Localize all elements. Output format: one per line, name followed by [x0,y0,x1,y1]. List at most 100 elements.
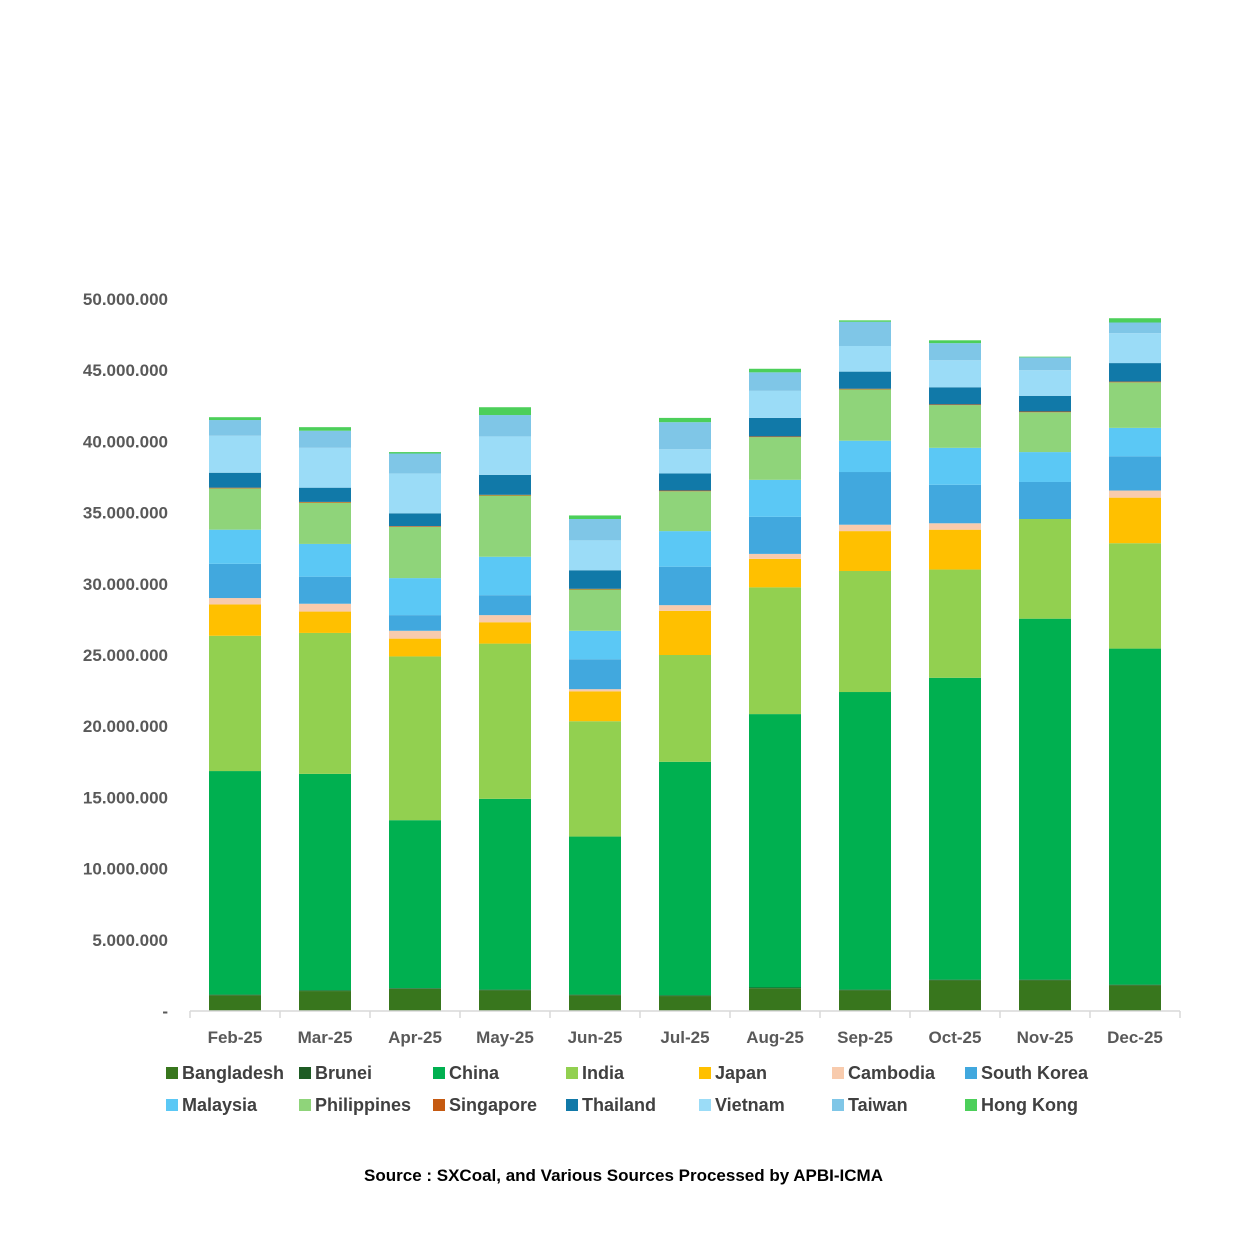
bar-segment-brunei [389,988,441,989]
x-tick-label: Apr-25 [388,1028,442,1047]
bar-segment-china [1019,618,1071,980]
bar-segment-japan [749,558,801,588]
bar-segment-japan [569,691,621,722]
bar-segment-hong-kong [569,515,621,520]
bar-segment-south-korea [1109,456,1161,491]
bar-segment-thailand [929,387,981,405]
bar-segment-india [389,656,441,821]
y-tick-label: 40.000.000 [83,432,168,451]
bar-segment-hong-kong [1019,356,1071,358]
legend-label: Singapore [449,1095,537,1115]
legend-swatch [299,1099,311,1111]
bar-segment-china [839,692,891,990]
bar-segment-vietnam [839,345,891,372]
y-tick-label: 50.000.000 [83,290,168,309]
legend-item: China [433,1063,500,1083]
bar-segment-brunei [1109,984,1161,986]
x-tick-label: Oct-25 [929,1028,982,1047]
bar-segment-cambodia [569,689,621,692]
bar-segment-bangladesh [569,995,621,1011]
legend-swatch [433,1099,445,1111]
bar-segment-china [659,761,711,996]
bar-segment-philippines [209,488,261,530]
legend-item: Cambodia [832,1063,936,1083]
bar-segment-vietnam [1019,370,1071,396]
bar-segment-singapore [479,494,531,496]
bar-segment-china [209,771,261,995]
x-tick-label: Aug-25 [746,1028,804,1047]
bar-segment-malaysia [749,479,801,517]
bar-segment-philippines [749,437,801,480]
legend-item: India [566,1063,625,1083]
bar-segment-singapore [929,404,981,406]
bar-segment-taiwan [659,422,711,450]
bar-segment-brunei [569,994,621,996]
y-tick-label: 35.000.000 [83,504,168,523]
legend-label: India [582,1063,625,1083]
bar-segment-hong-kong [209,417,261,421]
legend-swatch [699,1099,711,1111]
bar-segment-taiwan [209,420,261,436]
bar-segment-singapore [749,436,801,438]
x-tick-label: May-25 [476,1028,534,1047]
bar-segment-bangladesh [659,996,711,1011]
bar-segment-philippines [929,405,981,448]
bar-segment-hong-kong [1109,318,1161,323]
legend-label: Bangladesh [182,1063,284,1083]
y-axis-tick-labels: - 5.000.000 10.000.000 15.000.000 20.000.000… [83,290,168,1021]
legend-swatch [433,1067,445,1079]
bar-segment-cambodia [479,615,531,623]
bar-segment-singapore [1109,381,1161,383]
bar-segment-philippines [569,589,621,631]
x-tick-label: Nov-25 [1017,1028,1074,1047]
bar-segment-hong-kong [659,417,711,423]
y-tick-label: 10.000.000 [83,860,168,879]
bar-segment-vietnam [299,447,351,488]
bar-segment-china [479,798,531,990]
legend-swatch [566,1067,578,1079]
bar-segment-cambodia [299,603,351,612]
bar-segment-bangladesh [1019,980,1071,1011]
bar-segment-taiwan [929,343,981,361]
bar-segment-philippines [839,389,891,441]
bar-segment-brunei [479,989,531,991]
bar-segment-brunei [929,979,981,981]
bar-segment-south-korea [299,576,351,604]
bar-segment-philippines [479,495,531,557]
bar-segment-hong-kong [929,340,981,344]
legend-item: Philippines [299,1095,411,1115]
bar-segment-hong-kong [749,368,801,373]
legend-item: Vietnam [699,1095,785,1115]
legend-item: Malaysia [166,1095,258,1115]
bar-segment-india [209,635,261,772]
bar-segment-japan [659,610,711,655]
bar-segment-bangladesh [209,995,261,1011]
legend-label: Hong Kong [981,1095,1078,1115]
bar-segment-thailand [659,473,711,491]
bar-segment-brunei [299,990,351,992]
legend-item: South Korea [965,1063,1089,1083]
bar-segment-brunei [1019,979,1071,981]
bar-segment-india [299,632,351,774]
bar-segment-cambodia [839,524,891,532]
bar-segment-singapore [299,501,351,503]
bar-segment-malaysia [479,556,531,596]
bar-segment-bangladesh [389,988,441,1011]
bar-segment-brunei [839,989,891,991]
bar-segment-malaysia [1019,452,1071,482]
bar-segment-philippines [389,526,441,579]
legend-item: Taiwan [832,1095,908,1115]
legend-swatch [965,1067,977,1079]
bar-segment-taiwan [839,321,891,346]
bar-segment-china [929,677,981,980]
bar-segment-vietnam [1109,333,1161,364]
bar-segment-bangladesh [299,991,351,1011]
legend-item: Thailand [566,1095,656,1115]
bar-segment-south-korea [749,516,801,554]
bar-segment-india [569,721,621,837]
bar-segment-taiwan [569,519,621,541]
x-tick-label: Sep-25 [837,1028,893,1047]
bar-segment-philippines [659,491,711,532]
bar-segment-thailand [1019,395,1071,412]
legend-label: China [449,1063,500,1083]
